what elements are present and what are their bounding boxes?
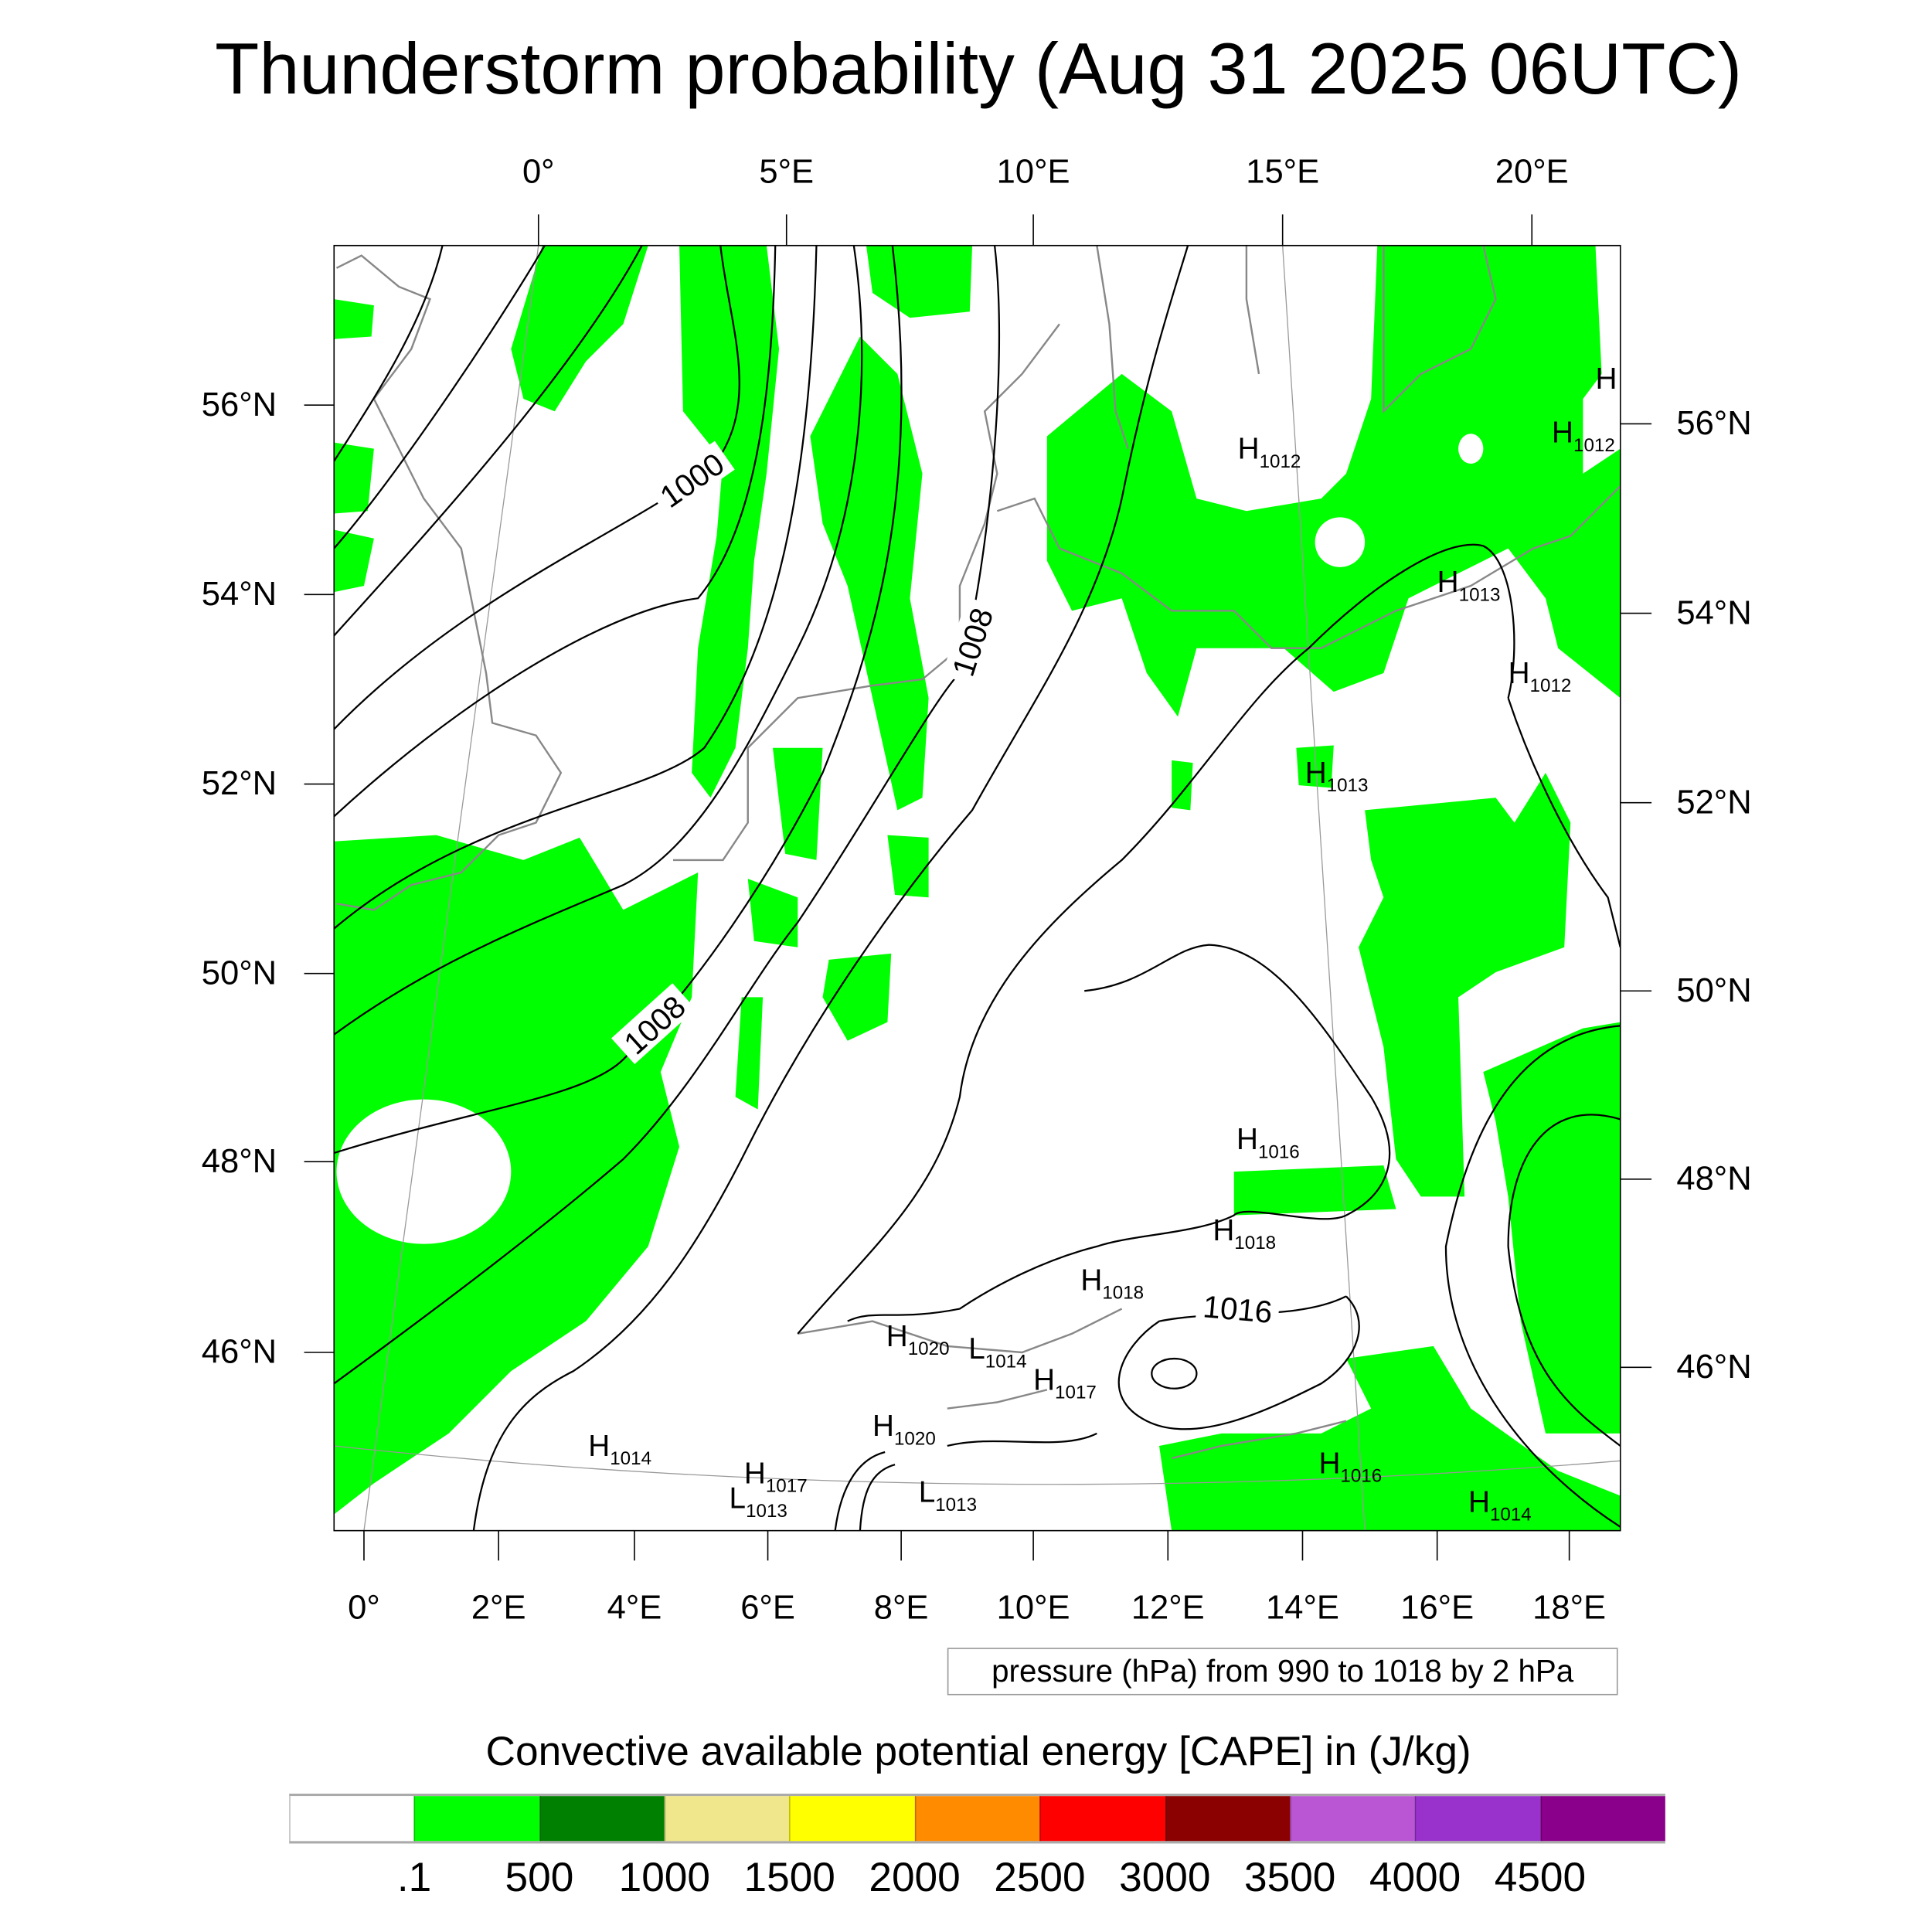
cape-area: [1046, 245, 1621, 717]
cape-area: [772, 747, 823, 860]
coastlines: [335, 245, 1621, 1460]
top-lon-label: 10°E: [996, 152, 1070, 190]
colorbar-label: 4000: [1369, 1853, 1461, 1900]
colorbar-swatch: [664, 1796, 790, 1842]
cape-holes: [336, 434, 1484, 1244]
colorbar-title: Convective available potential energy [C…: [485, 1727, 1471, 1774]
high-pressure-center: H1014: [588, 1430, 651, 1469]
graticule: [334, 245, 1621, 1531]
cape-area: [334, 529, 374, 593]
cape-area: [679, 245, 780, 798]
colorbar-label: .1: [396, 1853, 432, 1900]
cape-area: [1158, 1345, 1621, 1531]
bottom-lon-label: 10°E: [996, 1588, 1070, 1627]
bottom-lon-label: 14°E: [1266, 1588, 1339, 1627]
left-lat-label: 52°N: [201, 764, 277, 802]
right-lat-label: 46°N: [1676, 1348, 1752, 1386]
high-pressure-center: H1017: [1033, 1363, 1097, 1403]
left-lat-label: 46°N: [201, 1332, 277, 1371]
cape-area: [887, 835, 929, 898]
cape-area: [866, 245, 973, 318]
colorbar-label: 3000: [1119, 1853, 1211, 1900]
cape-area: [511, 245, 648, 412]
high-pressure-center: H1016: [1236, 1123, 1300, 1162]
colorbar-label: 2000: [869, 1853, 961, 1900]
left-lat-label: 50°N: [201, 954, 277, 992]
cape-area: [822, 953, 892, 1041]
left-lat-label: 48°N: [201, 1142, 277, 1180]
cape-area: [735, 997, 764, 1110]
bottom-lon-label: 12°E: [1131, 1588, 1205, 1627]
bottom-lon-label: 2°E: [471, 1588, 526, 1627]
colorbar-swatch: [539, 1796, 665, 1842]
colorbar-swatch: [914, 1796, 1040, 1842]
top-lon-label: 20°E: [1495, 152, 1569, 190]
high-pressure-center: H1020: [872, 1410, 936, 1449]
contour-label: 1008: [941, 597, 1001, 686]
contour-label: 1016: [1195, 1286, 1281, 1330]
cape-area: [1296, 745, 1334, 788]
high-pressure-center: H1013: [1437, 566, 1501, 605]
colorbar-swatch: [1539, 1796, 1665, 1842]
bottom-lon-label: 6°E: [740, 1588, 795, 1627]
colorbar-label: 1500: [743, 1853, 835, 1900]
bottom-lon-label: 0°: [348, 1588, 380, 1627]
cape-area: [334, 442, 374, 514]
high-pressure-center: H1018: [1213, 1214, 1276, 1253]
top-lon-label: 15°E: [1246, 152, 1320, 190]
high-pressure-center: H1020: [886, 1320, 950, 1359]
isobars: [334, 245, 1621, 1531]
high-pressure-center: H: [1596, 362, 1617, 396]
cape-area: [1233, 1165, 1396, 1216]
right-lat-label: 52°N: [1676, 783, 1752, 821]
svg-text:1016: 1016: [1202, 1288, 1274, 1330]
right-lat-label: 50°N: [1676, 971, 1752, 1009]
bottom-lon-label: 4°E: [607, 1588, 662, 1627]
colorbar-label: 1000: [618, 1853, 711, 1900]
top-lon-label: 5°E: [759, 152, 815, 190]
colorbar-label: 4500: [1494, 1853, 1587, 1900]
colorbar-swatch: [414, 1796, 539, 1842]
right-lat-label: 54°N: [1676, 594, 1752, 631]
left-lat-label: 56°N: [201, 386, 277, 423]
cape-area: [334, 299, 374, 339]
colorbar-label: 3500: [1243, 1853, 1336, 1900]
colorbar-swatch: [789, 1796, 915, 1842]
top-lon-label: 0°: [522, 152, 555, 190]
low-pressure-center: L1013: [919, 1476, 977, 1515]
high-pressure-center: H1013: [1305, 757, 1369, 796]
bottom-lon-label: 16°E: [1400, 1588, 1475, 1627]
bottom-lon-label: 18°E: [1532, 1588, 1607, 1627]
low-pressure-center: L1014: [968, 1332, 1026, 1372]
cape-fill-areas: [334, 245, 1621, 1531]
svg-text:1008: 1008: [945, 604, 1000, 681]
left-lat-label: 54°N: [201, 575, 277, 613]
page-title: Thunderstorm probability (Aug 31 2025 06…: [215, 29, 1743, 110]
colorbar-swatch: [289, 1796, 415, 1842]
colorbar: [289, 1793, 1665, 1844]
high-pressure-center: H1018: [1080, 1264, 1144, 1303]
right-lat-label: 56°N: [1676, 404, 1752, 442]
cape-area: [334, 835, 699, 1515]
high-pressure-center: H1012: [1238, 433, 1301, 472]
colorbar-swatch: [1039, 1796, 1165, 1842]
cape-area: [1359, 772, 1571, 1197]
axis-ticks: [304, 214, 1652, 1561]
colorbar-swatch: [1165, 1796, 1291, 1842]
right-lat-label: 48°N: [1676, 1159, 1752, 1198]
colorbar-swatch: [1415, 1796, 1540, 1842]
cape-area: [747, 879, 798, 947]
colorbar-swatch: [1290, 1796, 1416, 1842]
colorbar-label: 500: [505, 1853, 574, 1900]
map-frame: [333, 244, 1621, 1532]
high-pressure-center: H1012: [1509, 657, 1572, 696]
contour-info-box: pressure (hPa) from 990 to 1018 by 2 hPa: [947, 1648, 1618, 1696]
cape-area: [1172, 760, 1193, 811]
cape-area: [1483, 1022, 1621, 1434]
high-pressure-center: H1017: [744, 1457, 808, 1496]
bottom-lon-label: 8°E: [873, 1588, 929, 1627]
colorbar-label: 2500: [994, 1853, 1086, 1900]
